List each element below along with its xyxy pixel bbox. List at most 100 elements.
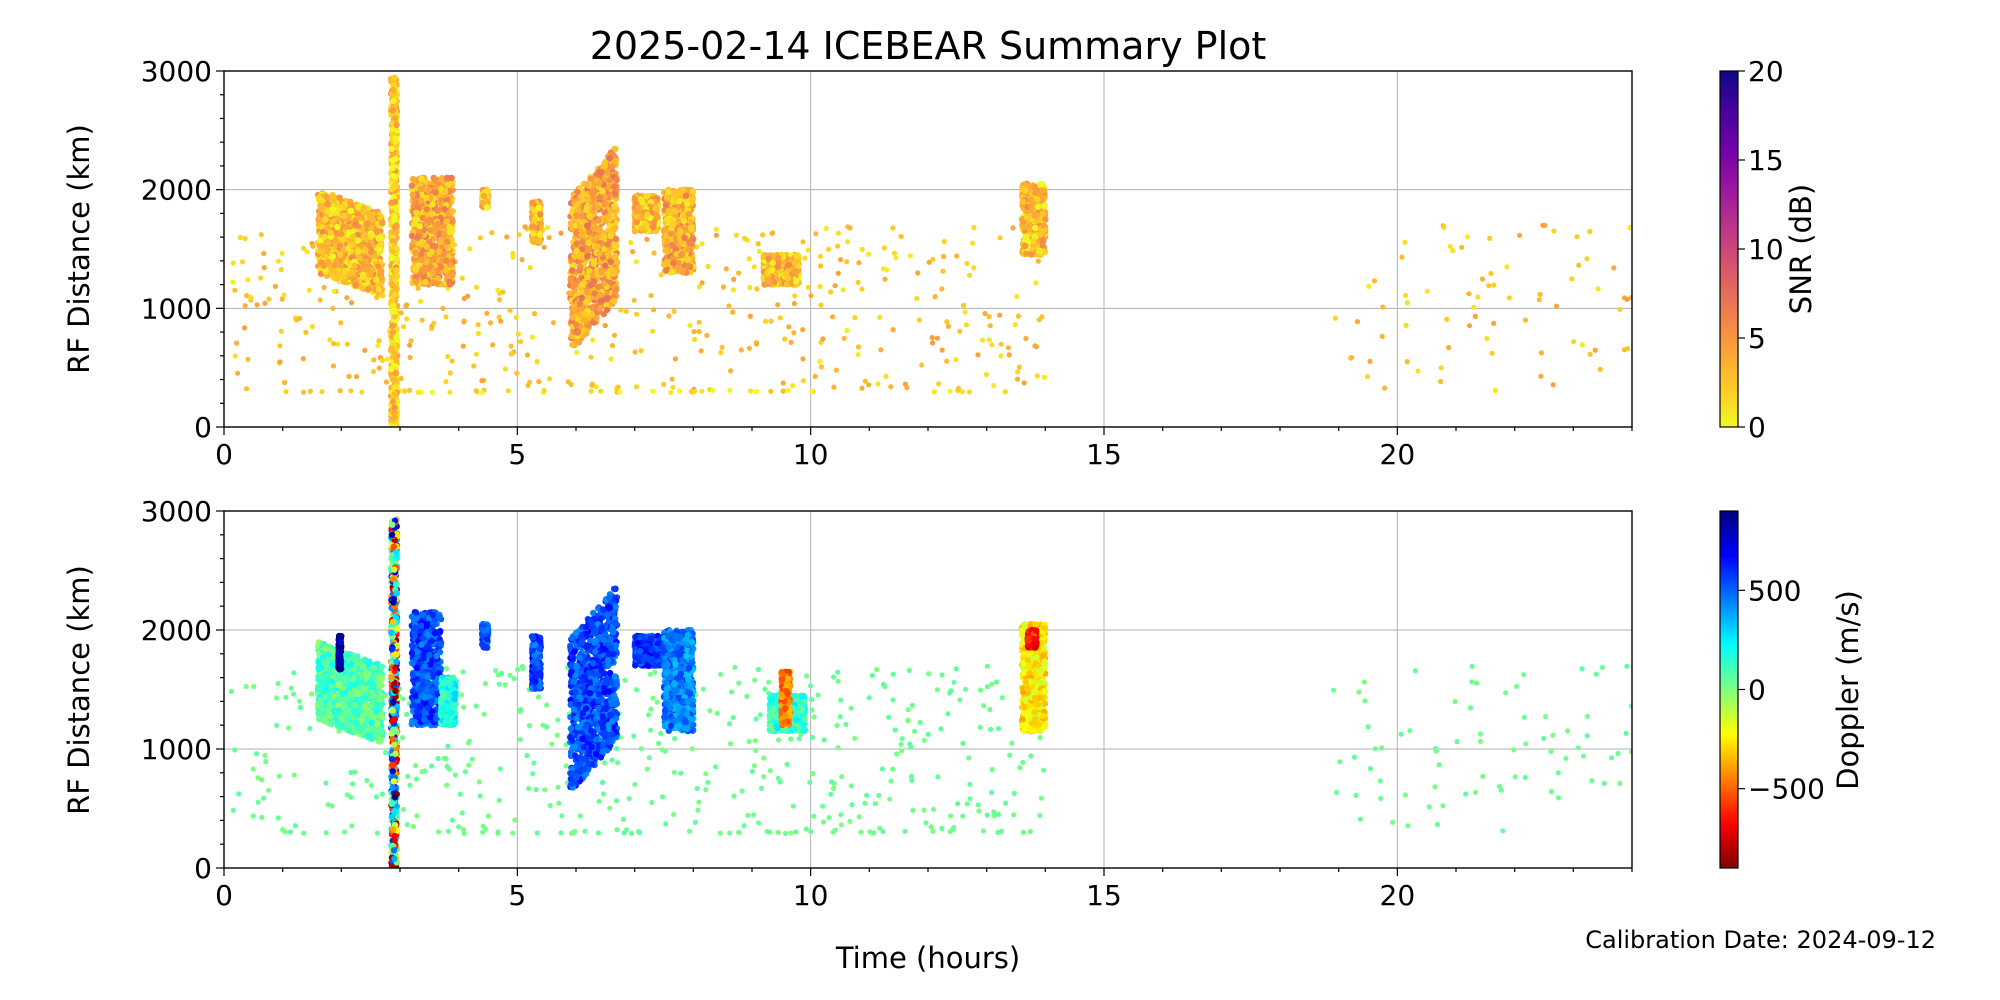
snr-point: [390, 423, 397, 427]
snr-point: [393, 333, 400, 341]
snr-point: [832, 283, 838, 289]
snr-point: [593, 384, 599, 390]
snr-point: [514, 370, 520, 376]
snr-point: [687, 322, 693, 328]
snr-point: [389, 237, 396, 245]
snr-point: [378, 219, 386, 227]
snr-point: [475, 330, 482, 337]
snr-point: [947, 388, 953, 394]
snr-point: [324, 248, 331, 255]
snr-point: [823, 225, 829, 231]
snr-point: [1402, 239, 1408, 245]
snr-point: [389, 107, 396, 114]
snr-point: [383, 379, 389, 385]
snr-point: [957, 328, 963, 334]
snr-point: [483, 204, 491, 211]
snr-point: [408, 182, 415, 189]
snr-point: [515, 331, 522, 337]
snr-point: [618, 307, 624, 313]
snr-point: [602, 162, 609, 169]
snr-point: [519, 257, 525, 263]
snr-point: [755, 241, 761, 247]
snr-point: [420, 265, 427, 272]
snr-point: [407, 354, 413, 361]
snr-point: [487, 320, 494, 326]
snr-point: [1041, 374, 1048, 380]
snr-point: [408, 338, 414, 344]
snr-point: [613, 176, 620, 184]
snr-point: [727, 387, 733, 393]
snr-point: [578, 294, 586, 301]
snr-point: [1491, 282, 1497, 288]
snr-point: [805, 247, 811, 253]
snr-point: [644, 236, 650, 242]
snr-point: [612, 145, 619, 153]
snr-point: [705, 263, 711, 270]
snr-point: [855, 352, 861, 358]
snr-point: [733, 232, 740, 238]
snr-colorbar-label: SNR (dB): [1784, 184, 1818, 314]
snr-point: [398, 310, 404, 316]
snr-point: [604, 294, 611, 302]
snr-point: [417, 185, 424, 193]
snr-point: [377, 214, 384, 221]
snr-point: [802, 255, 808, 261]
snr-point: [418, 238, 425, 245]
snr-point: [726, 303, 732, 309]
snr-point: [558, 230, 564, 236]
snr-point: [610, 203, 618, 210]
snr-point: [546, 376, 553, 382]
snr-point: [327, 229, 335, 236]
snr-point: [431, 320, 437, 326]
snr-point: [644, 211, 651, 218]
snr-point: [355, 204, 362, 211]
snr-point: [730, 287, 737, 293]
snr-point: [898, 233, 904, 240]
snr-point: [606, 155, 613, 162]
snr-point: [800, 378, 807, 384]
snr-point: [531, 216, 538, 223]
snr-point: [1479, 276, 1485, 282]
snr-point: [324, 225, 331, 232]
snr-point: [352, 282, 359, 289]
snr-point: [536, 231, 543, 239]
snr-point: [728, 368, 734, 374]
snr-point: [235, 370, 241, 376]
snr-point: [584, 288, 591, 296]
snr-point: [467, 246, 473, 252]
snr-point: [393, 121, 400, 129]
snr-point: [991, 382, 997, 389]
snr-point: [668, 389, 674, 395]
snr-point: [600, 310, 607, 318]
snr-point: [337, 251, 344, 258]
snr-panel-ylabel: RF Distance (km): [62, 124, 96, 374]
snr-point: [881, 245, 888, 251]
snr-point: [677, 388, 683, 394]
snr-point: [475, 322, 481, 328]
snr-point: [330, 363, 337, 369]
snr-point: [459, 275, 465, 281]
snr-point: [347, 207, 355, 214]
snr-point: [1627, 225, 1632, 231]
snr-point: [612, 191, 619, 198]
snr-point: [404, 302, 410, 308]
snr-point: [281, 292, 287, 298]
snr-point: [841, 335, 847, 341]
snr-point: [425, 186, 432, 193]
snr-point: [1332, 315, 1338, 321]
snr-point: [1441, 224, 1447, 230]
snr-point: [320, 262, 327, 269]
snr-point: [607, 258, 615, 266]
snr-point: [1014, 293, 1020, 300]
snr-point: [746, 345, 753, 351]
snr-point: [612, 244, 619, 251]
snr-point: [578, 213, 586, 220]
snr-point: [742, 235, 748, 242]
snr-point: [953, 357, 959, 363]
snr-point: [747, 284, 753, 291]
snr-point: [449, 218, 456, 225]
snr-point: [329, 192, 336, 199]
snr-point: [536, 379, 542, 385]
snr-point: [541, 244, 547, 250]
